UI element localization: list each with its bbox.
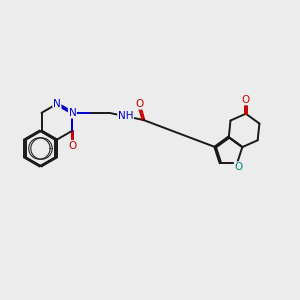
Text: O: O <box>235 162 243 172</box>
Text: O: O <box>136 99 144 109</box>
Text: N: N <box>68 108 76 118</box>
Text: N: N <box>53 99 61 109</box>
Text: NH: NH <box>118 111 134 122</box>
Text: O: O <box>68 140 76 151</box>
Text: O: O <box>242 95 250 105</box>
